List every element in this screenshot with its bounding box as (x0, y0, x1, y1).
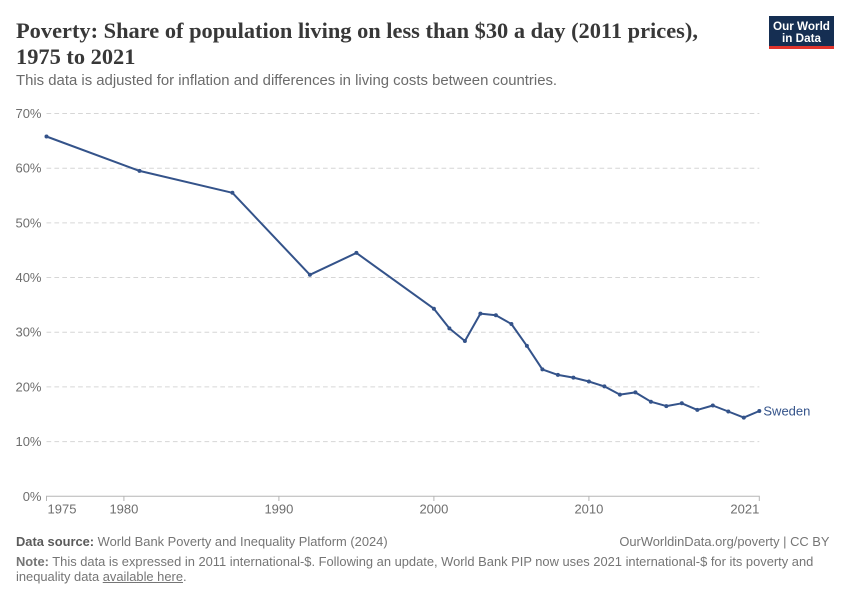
svg-text:60%: 60% (15, 161, 41, 176)
svg-text:0%: 0% (23, 489, 42, 504)
svg-text:Sweden: Sweden (763, 403, 810, 418)
svg-text:20%: 20% (15, 379, 41, 394)
svg-text:2000: 2000 (419, 502, 448, 517)
svg-text:10%: 10% (15, 434, 41, 449)
svg-text:50%: 50% (15, 215, 41, 230)
svg-text:2021: 2021 (730, 502, 759, 517)
svg-text:1980: 1980 (109, 502, 138, 517)
svg-text:1975: 1975 (48, 502, 77, 517)
svg-text:1990: 1990 (264, 502, 293, 517)
svg-text:70%: 70% (15, 106, 41, 121)
svg-text:40%: 40% (15, 270, 41, 285)
svg-text:30%: 30% (15, 325, 41, 340)
svg-text:2010: 2010 (574, 502, 603, 517)
